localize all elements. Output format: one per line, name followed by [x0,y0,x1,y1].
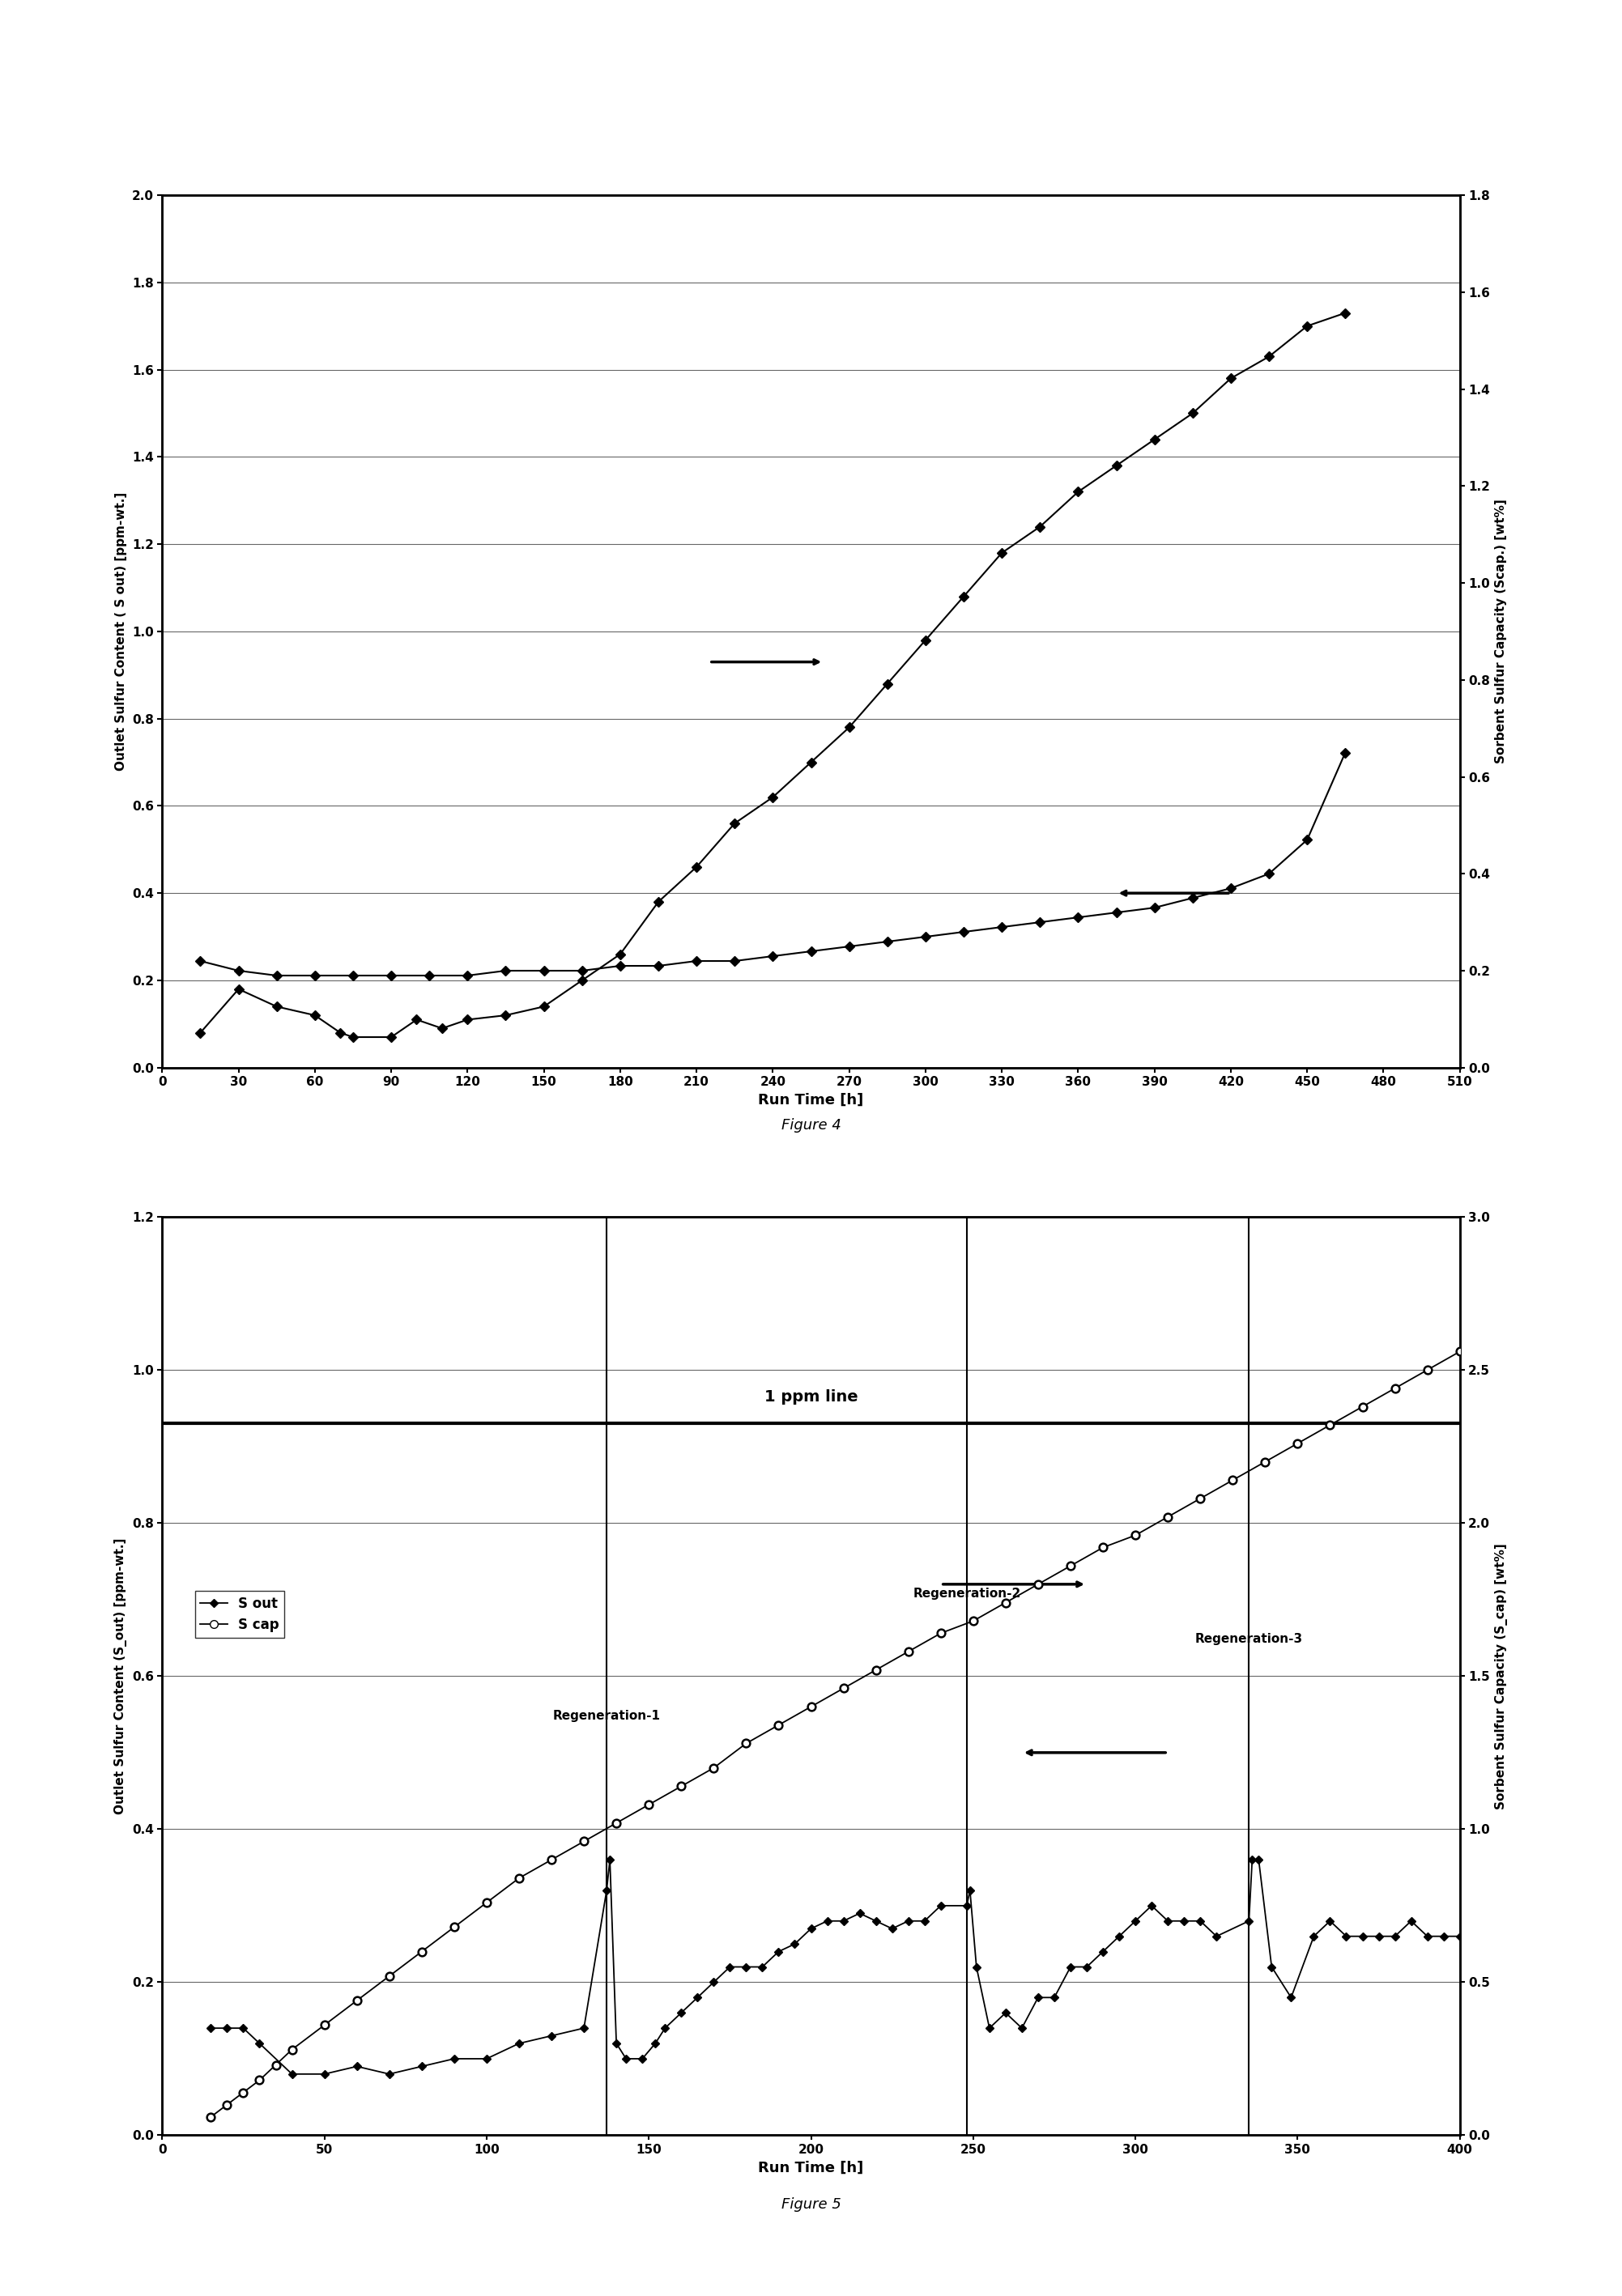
Text: Regeneration-1: Regeneration-1 [553,1711,660,1722]
Y-axis label: Outlet Sulfur Content (S_out) [ppm-wt.]: Outlet Sulfur Content (S_out) [ppm-wt.] [115,1538,128,1814]
S out [1369,1922,1388,1949]
S cap [1061,1552,1080,1580]
S cap [201,2103,221,2131]
S cap [1450,1339,1470,1366]
Text: Figure 5: Figure 5 [782,2197,840,2211]
Text: Regeneration-3: Regeneration-3 [1195,1632,1302,1646]
S cap [347,1986,367,2014]
Y-axis label: Outlet Sulfur Content ( S out) [ppm-wt.]: Outlet Sulfur Content ( S out) [ppm-wt.] [115,491,128,771]
S out [234,2014,253,2041]
S cap [736,1729,756,1756]
S cap [412,1938,431,1965]
S out [600,1846,620,1874]
S cap [1320,1412,1340,1440]
Line: S out: S out [208,1857,1463,2078]
S cap [1255,1449,1275,1476]
Y-axis label: Sorbent Sulfur Capacity (S_cap) [wt%]: Sorbent Sulfur Capacity (S_cap) [wt%] [1494,1543,1507,1809]
S cap [282,2037,302,2064]
S cap [380,1963,399,1991]
Text: 1 ppm line: 1 ppm line [764,1389,858,1405]
S cap [996,1589,1015,1616]
S cap [1191,1486,1210,1513]
Line: S cap: S cap [208,1348,1463,2122]
S cap [607,1809,626,1837]
S cap [899,1637,918,1665]
S cap [250,2066,269,2094]
S out [1028,1984,1048,2011]
S cap [704,1754,723,1782]
S cap [1126,1522,1145,1550]
S cap [542,1846,561,1874]
S cap [477,1890,496,1917]
S out [282,2060,302,2087]
S cap [1288,1430,1307,1458]
S cap [315,2011,334,2039]
Text: Figure 4: Figure 4 [782,1118,840,1132]
X-axis label: Run Time [h]: Run Time [h] [757,2161,865,2174]
S out [509,2030,529,2057]
S cap [1028,1570,1048,1598]
S cap [1093,1534,1113,1561]
S cap [963,1607,983,1635]
S cap [1223,1467,1242,1495]
X-axis label: Run Time [h]: Run Time [h] [757,1093,865,1107]
S cap [509,1864,529,1892]
S cap [1385,1375,1405,1403]
S cap [1418,1357,1437,1384]
S cap [639,1791,659,1818]
S cap [266,2050,285,2078]
S out [1418,1922,1437,1949]
S cap [866,1655,886,1683]
S cap [217,2092,237,2119]
S cap [931,1619,950,1646]
S cap [1353,1394,1372,1421]
S out [915,1908,934,1936]
S cap [574,1828,594,1855]
Text: Regeneration-2: Regeneration-2 [913,1587,1020,1600]
S cap [444,1913,464,1940]
Y-axis label: Sorbent Sulfur Capacity (Scap.) [wt%]: Sorbent Sulfur Capacity (Scap.) [wt%] [1494,498,1507,765]
S cap [801,1692,821,1720]
S cap [672,1773,691,1800]
S cap [834,1674,853,1701]
S cap [234,2078,253,2105]
S cap [769,1711,788,1738]
S cap [1158,1504,1178,1531]
S out [1450,1922,1470,1949]
S out [201,2014,221,2041]
Legend: S out, S cap: S out, S cap [195,1591,284,1637]
